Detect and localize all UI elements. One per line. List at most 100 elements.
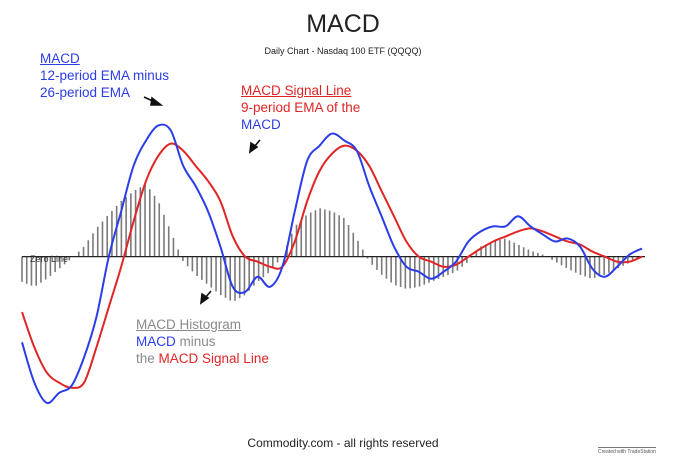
macd-annotation-title: MACD	[40, 51, 80, 66]
zero-line-label: Zero Line	[30, 254, 69, 264]
chart-subtitle: Daily Chart - Nasdaq 100 ETF (QQQQ)	[264, 46, 422, 56]
histogram-bar	[494, 240, 497, 257]
histogram-bar	[40, 256, 42, 283]
histogram-bar	[144, 184, 146, 257]
histogram-bar	[163, 214, 165, 257]
histogram-bar	[361, 249, 364, 257]
histogram-bar	[570, 256, 572, 271]
histogram-annotation-macd: MACD	[136, 334, 176, 349]
histogram-bar	[201, 256, 203, 280]
macd-arrow-head	[150, 96, 164, 106]
histogram-bar	[328, 210, 331, 257]
histogram-bar	[489, 242, 492, 257]
tradestation-badge: Created with TradeStation	[598, 447, 656, 455]
histogram-bar	[551, 256, 553, 260]
histogram-annotation-title: MACD Histogram	[136, 317, 242, 332]
histogram-bar	[376, 256, 378, 270]
histogram-bar	[537, 252, 539, 257]
histogram-bar	[499, 239, 501, 257]
signal-annotation-title: MACD Signal Line	[241, 83, 352, 98]
histogram-bar	[560, 256, 563, 266]
histogram-bar	[437, 256, 440, 279]
histogram-bar	[219, 256, 222, 296]
histogram-bar	[409, 256, 411, 289]
histogram-bar	[68, 256, 71, 261]
histogram-bar	[35, 256, 37, 286]
histogram-bar	[182, 256, 184, 261]
histogram-bar	[267, 256, 269, 274]
histogram-bar	[25, 256, 28, 284]
histogram-bar	[324, 209, 326, 257]
histogram-bar	[593, 256, 596, 279]
histogram-bar	[234, 256, 236, 301]
histogram-bar	[44, 256, 47, 280]
macd-annotation-line1: 12-period EMA minus	[40, 68, 170, 83]
histogram-bar	[352, 232, 355, 257]
histogram-bar	[390, 256, 392, 283]
histogram-bar	[399, 256, 402, 288]
histogram-bar	[253, 256, 255, 286]
signal-annotation: MACD Signal Line 9-period EMA of the MAC…	[241, 82, 360, 133]
series-signal-line	[21, 142, 643, 389]
signal-arrow-head	[249, 141, 259, 154]
histogram-bar	[338, 215, 340, 257]
histogram-bar	[608, 256, 610, 273]
histogram-bar	[224, 256, 227, 298]
series-macd-line	[21, 123, 643, 405]
histogram-bar	[598, 256, 601, 277]
macd-annotation: MACD 12-period EMA minus 26-period EMA	[40, 50, 169, 101]
histogram-bar	[385, 256, 388, 279]
macd-annotation-line2: 26-period EMA	[40, 85, 131, 100]
histogram-annotation-line1: MACD minus	[136, 333, 269, 350]
histogram-arrow-head	[200, 292, 210, 305]
histogram-bar	[513, 242, 516, 257]
histogram-bar	[347, 225, 350, 257]
histogram-bar	[276, 256, 279, 263]
histogram-bar	[612, 256, 615, 271]
histogram-bar	[508, 240, 511, 257]
histogram-bar	[357, 240, 359, 257]
histogram-bar	[59, 256, 61, 269]
histogram-bar	[186, 256, 189, 267]
histogram-bar	[290, 233, 293, 257]
histogram-bar	[480, 246, 482, 257]
histogram-bar	[272, 256, 274, 269]
histogram-bar	[49, 256, 52, 276]
histogram-bar	[77, 251, 80, 257]
histogram-bar	[314, 210, 317, 257]
histogram-bar	[205, 256, 208, 284]
histogram-bar	[485, 244, 487, 257]
histogram-bar	[134, 189, 137, 257]
histogram-bar	[158, 203, 161, 257]
histogram-bar	[565, 256, 568, 268]
histogram-bar	[177, 249, 179, 257]
histogram-bar	[432, 256, 435, 281]
histogram-bar	[404, 256, 407, 289]
histogram-bar	[518, 244, 520, 257]
histogram-bar	[139, 187, 142, 257]
histogram-bar	[428, 256, 430, 283]
histogram-bar	[120, 200, 123, 257]
histogram-bar	[527, 249, 530, 257]
histogram-bar	[111, 210, 113, 257]
histogram-bar	[257, 256, 260, 281]
histogram-bars	[21, 184, 639, 301]
histogram-bar	[574, 256, 577, 273]
signal-annotation-line1: 9-period EMA of the	[241, 100, 361, 115]
histogram-bar	[87, 240, 90, 257]
histogram-bar	[101, 221, 104, 257]
histogram-bar	[584, 256, 587, 277]
histogram-bar	[627, 256, 629, 264]
histogram-bar	[215, 256, 217, 292]
histogram-bar	[305, 215, 307, 257]
histogram-bar	[503, 238, 506, 257]
histogram-bar	[125, 197, 127, 257]
copyright-footer: Commodity.com - all rights reserved	[247, 436, 439, 450]
chart-title: MACD	[306, 10, 380, 38]
histogram-bar	[319, 208, 321, 257]
histogram-annotation-the: the	[136, 351, 159, 366]
histogram-bar	[309, 212, 312, 257]
histogram-bar	[106, 216, 108, 257]
histogram-bar	[589, 256, 591, 278]
histogram-bar	[466, 256, 468, 263]
